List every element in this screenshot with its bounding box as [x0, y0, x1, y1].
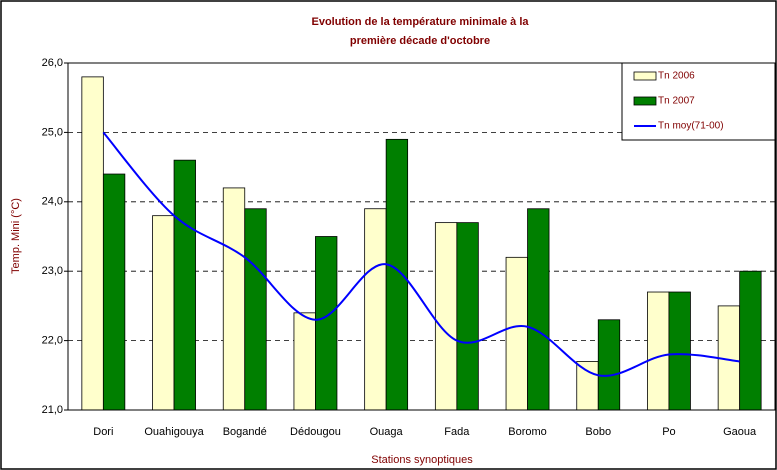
- bar: [364, 208, 387, 411]
- y-tick-label: 25,0: [42, 126, 63, 138]
- bar: [315, 236, 338, 411]
- chart-title: première décade d'octobre: [350, 35, 490, 47]
- x-tick-label: Gaoua: [723, 426, 757, 438]
- bar: [527, 208, 550, 411]
- bar: [81, 76, 104, 411]
- x-tick-label: Ouaga: [370, 426, 404, 438]
- line: [102, 131, 740, 377]
- legend-swatch: [633, 71, 657, 81]
- x-tick-label: Dédougou: [290, 426, 341, 438]
- bar: [152, 215, 175, 411]
- bar: [173, 159, 196, 411]
- x-tick-label: Boromo: [508, 426, 547, 438]
- plot-area: [67, 62, 776, 411]
- legend-label: Tn 2006: [658, 71, 695, 82]
- y-tick-label: 22,0: [42, 335, 63, 347]
- chart-title: Evolution de la température minimale à l…: [311, 16, 529, 28]
- bar: [102, 173, 126, 411]
- bar: [385, 138, 409, 411]
- bar: [576, 361, 599, 411]
- bar: [739, 270, 762, 411]
- x-tick-label: Dori: [93, 426, 113, 438]
- bar: [647, 291, 670, 411]
- legend-label: Tn 2007: [658, 96, 695, 107]
- x-tick-label: Fada: [444, 426, 470, 438]
- y-tick-label: 23,0: [42, 265, 63, 277]
- y-tick-label: 21,0: [42, 404, 63, 416]
- bar: [456, 222, 479, 411]
- x-tick-label: Bobo: [585, 426, 611, 438]
- x-tick-label: Ouahigouya: [144, 426, 204, 438]
- x-axis-title: Stations synoptiques: [371, 454, 473, 466]
- bar: [222, 187, 246, 411]
- y-tick-label: 24,0: [42, 196, 63, 208]
- bar: [293, 312, 316, 411]
- x-tick-label: Bogandé: [223, 426, 267, 438]
- legend-swatch: [633, 96, 657, 106]
- legend-label: Tn moy(71-00): [658, 121, 724, 132]
- y-tick-label: 26,0: [42, 57, 63, 69]
- y-axis-title: Temp. Mini (°C): [10, 198, 22, 274]
- bar: [244, 208, 267, 411]
- bar: [434, 222, 458, 411]
- bar: [668, 291, 691, 411]
- bar: [597, 319, 621, 411]
- x-tick-label: Po: [662, 426, 675, 438]
- bar: [505, 256, 528, 411]
